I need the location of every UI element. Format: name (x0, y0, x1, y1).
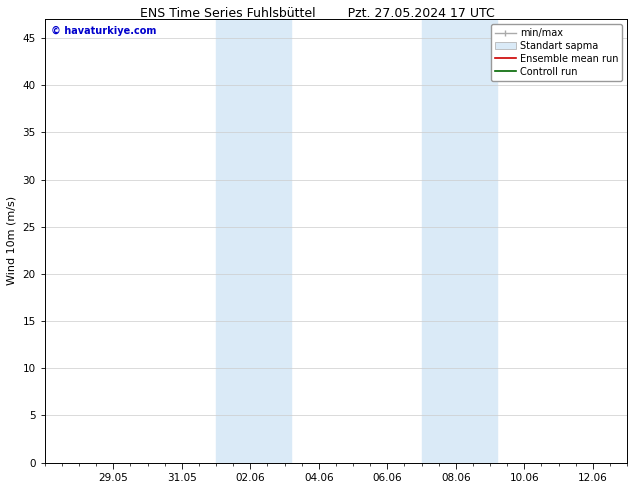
Text: ENS Time Series Fuhlsbüttel        Pzt. 27.05.2024 17 UTC: ENS Time Series Fuhlsbüttel Pzt. 27.05.2… (139, 7, 495, 21)
Y-axis label: Wind 10m (m/s): Wind 10m (m/s) (7, 196, 17, 286)
Text: © havaturkiye.com: © havaturkiye.com (51, 26, 156, 36)
Bar (422, 19, 497, 463)
Legend: min/max, Standart sapma, Ensemble mean run, Controll run: min/max, Standart sapma, Ensemble mean r… (491, 24, 622, 80)
Bar (216, 19, 292, 463)
